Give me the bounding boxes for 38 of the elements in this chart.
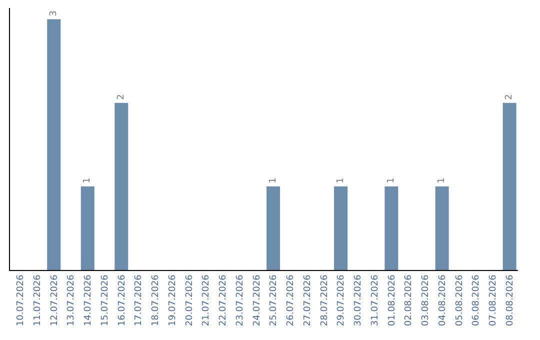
x-tick-label: 24.07.2026 — [252, 274, 262, 326]
x-tick-label: 13.07.2026 — [66, 274, 77, 326]
x-tick-label: 21.07.2026 — [202, 274, 212, 326]
x-tick-label: 07.08.2026 — [488, 274, 499, 326]
x-tick-label: 04.08.2026 — [438, 274, 448, 326]
x-tick-label: 20.07.2026 — [184, 274, 195, 326]
x-tick-label: 01.08.2026 — [387, 274, 398, 326]
x-tick-label: 31.07.2026 — [370, 274, 380, 326]
x-tick-label: 26.07.2026 — [286, 274, 296, 326]
data-label: 1 — [386, 178, 396, 184]
x-tick-label: 23.07.2026 — [235, 274, 246, 326]
x-tick-label: 30.07.2026 — [354, 274, 364, 326]
x-tick-label: 05.08.2026 — [454, 274, 465, 326]
data-label: 2 — [116, 94, 126, 100]
data-label: 1 — [82, 178, 93, 184]
x-tick-label: 18.07.2026 — [151, 274, 162, 326]
x-tick-label: 06.08.2026 — [472, 274, 482, 326]
x-tick-label: 08.08.2026 — [505, 274, 516, 326]
x-tick-label: 25.07.2026 — [269, 274, 280, 326]
data-label: 1 — [437, 178, 448, 184]
x-tick-label: 16.07.2026 — [117, 274, 128, 326]
data-label: 1 — [268, 178, 278, 184]
x-tick-label: 14.07.2026 — [84, 274, 94, 326]
data-label: 3 — [48, 10, 59, 16]
data-label: 1 — [336, 178, 346, 184]
x-tick-label: 15.07.2026 — [100, 274, 110, 326]
x-tick-label: 29.07.2026 — [336, 274, 347, 326]
x-tick-label: 10.07.2026 — [16, 274, 26, 326]
x-tick-label: 22.07.2026 — [218, 274, 229, 326]
data-label: 2 — [504, 94, 515, 100]
x-tick-label: 17.07.2026 — [134, 274, 144, 326]
x-tick-label: 27.07.2026 — [302, 274, 313, 326]
x-tick-label: 02.08.2026 — [404, 274, 414, 326]
x-tick-label: 03.08.2026 — [421, 274, 432, 326]
x-tick-label: 28.07.2026 — [320, 274, 330, 326]
x-tick-label: 12.07.2026 — [50, 274, 60, 326]
x-tick-label: 19.07.2026 — [168, 274, 178, 326]
x-tick-label: 11.07.2026 — [32, 274, 43, 326]
